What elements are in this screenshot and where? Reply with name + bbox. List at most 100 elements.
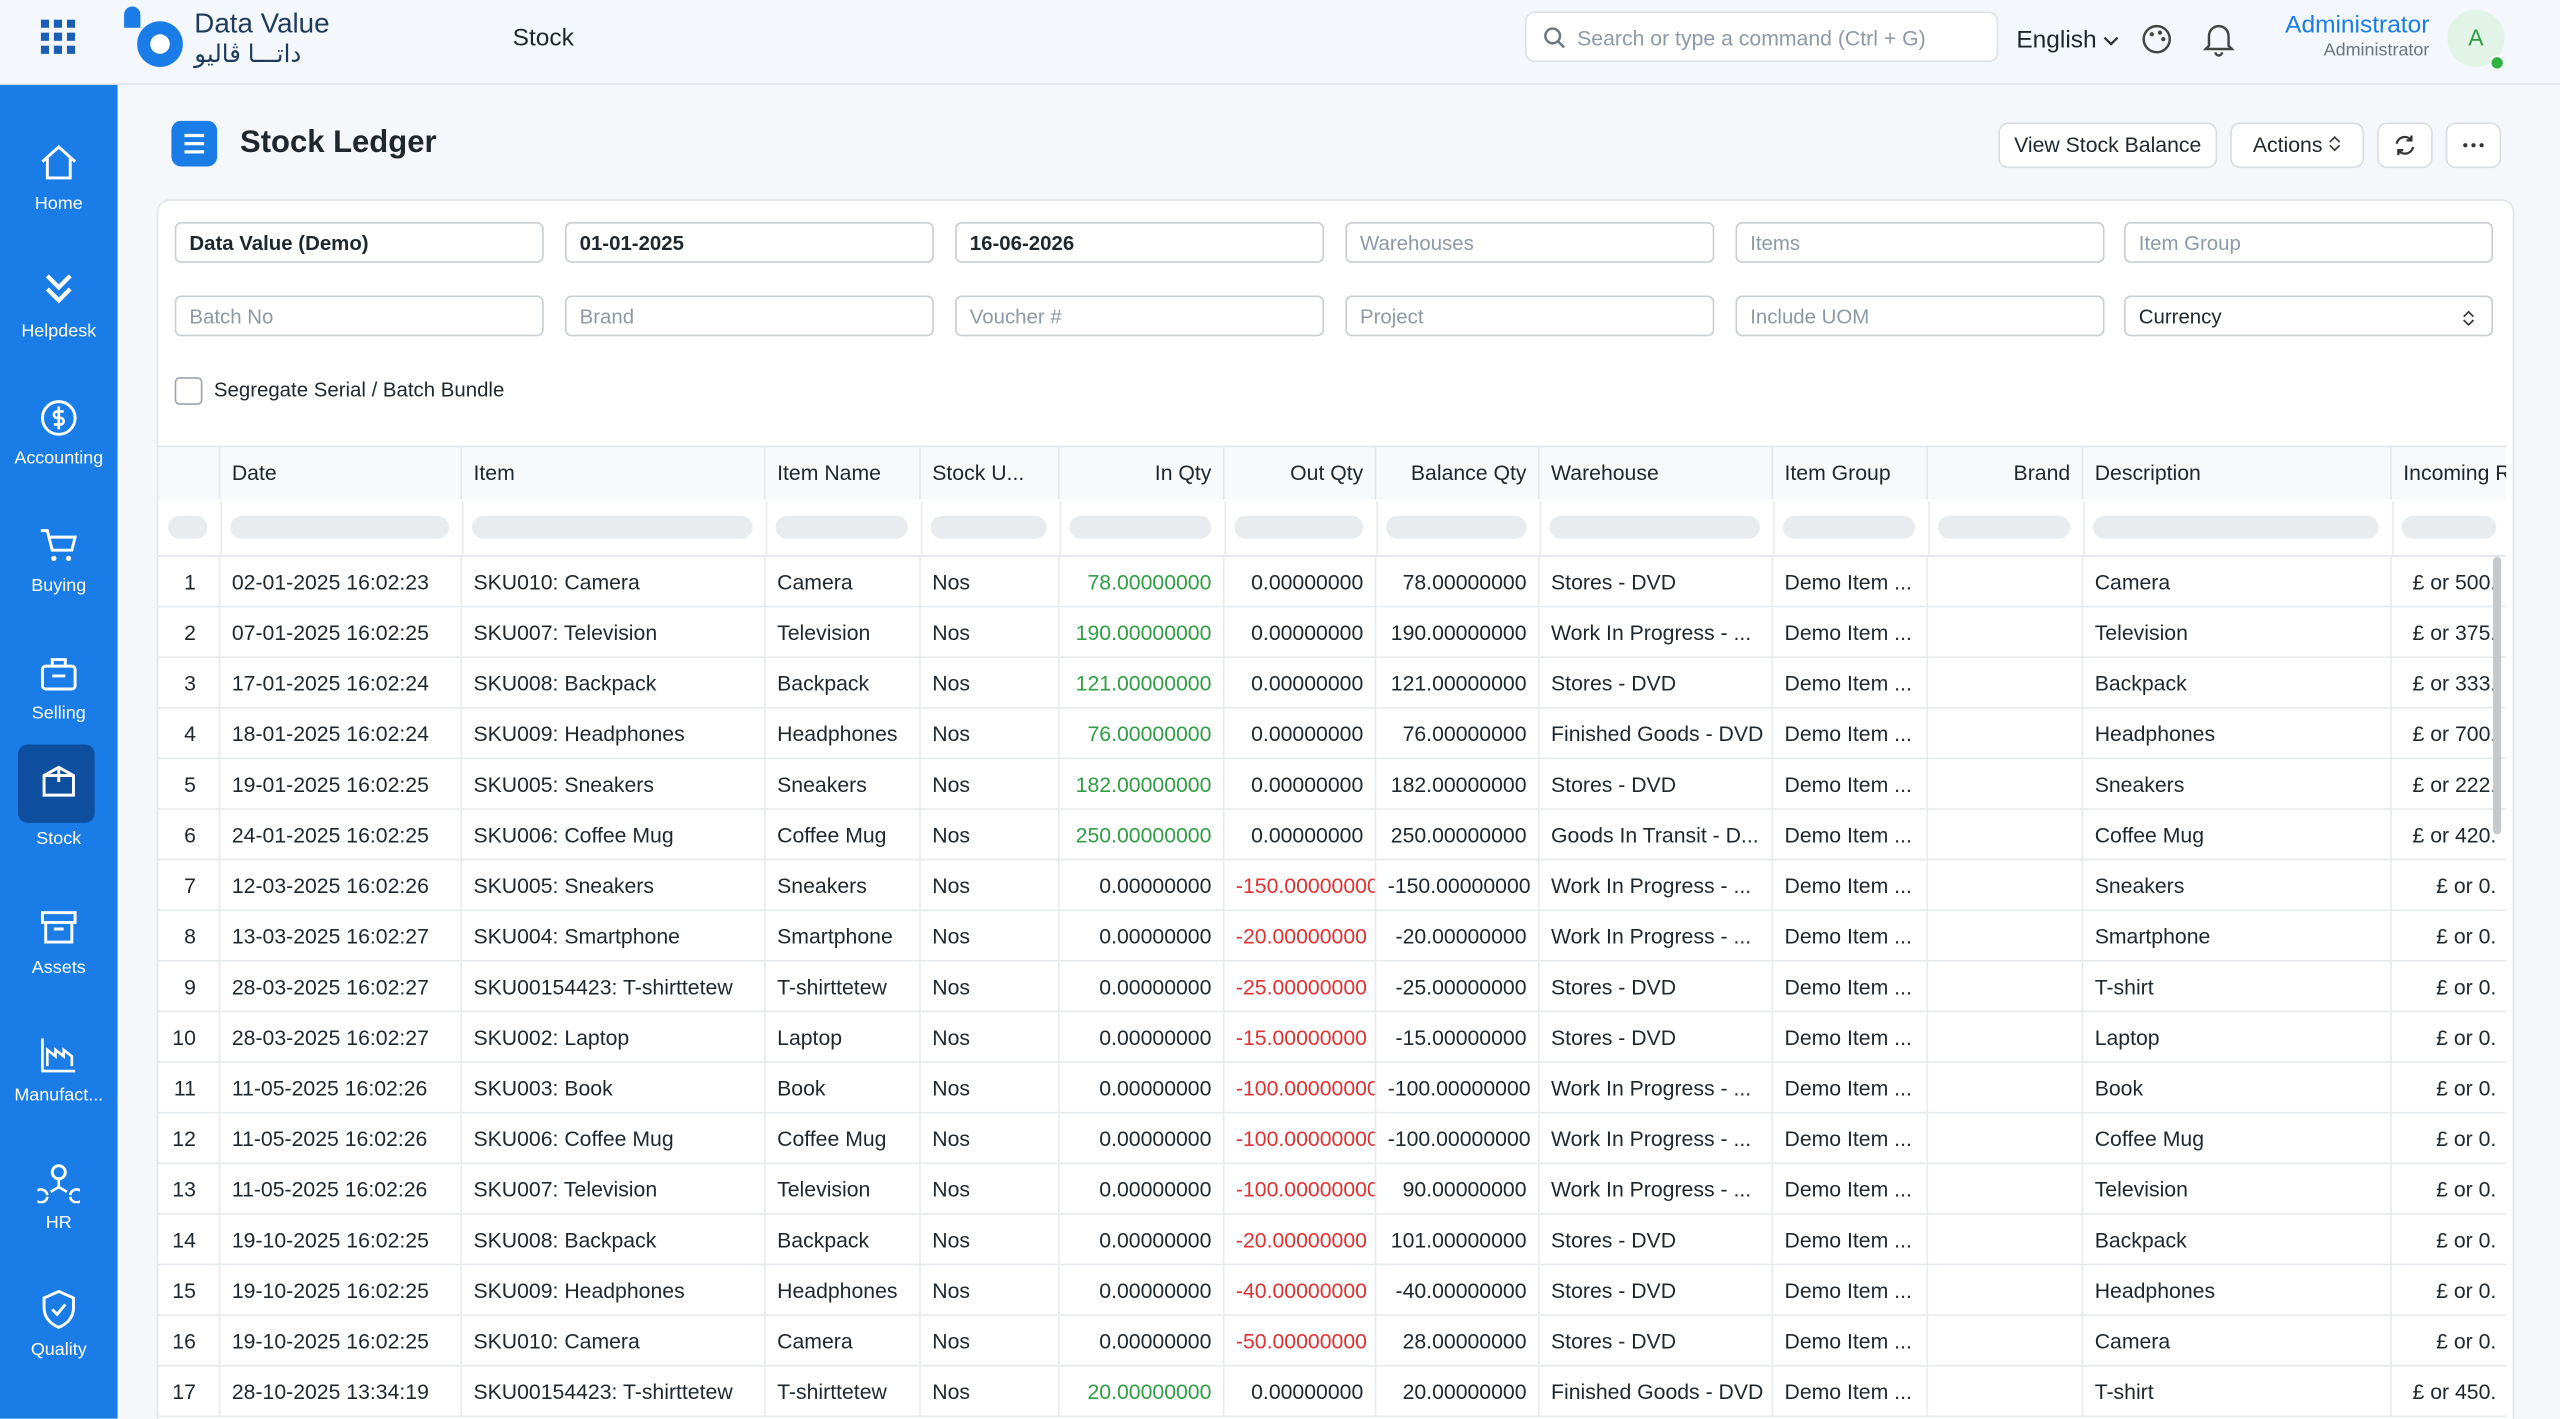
column-header[interactable]: Item Group bbox=[1773, 447, 1929, 500]
checkbox[interactable] bbox=[174, 377, 203, 405]
filter-field[interactable]: Currency bbox=[2124, 295, 2494, 337]
sidebar-item[interactable]: Manufact... bbox=[0, 1011, 118, 1132]
apps-icon[interactable] bbox=[40, 19, 77, 56]
sidebar-item[interactable]: Stock bbox=[0, 744, 118, 865]
table-cell bbox=[1928, 708, 2084, 760]
table-cell: Headphones bbox=[765, 708, 921, 760]
user-name[interactable]: Administrator bbox=[2285, 11, 2430, 40]
sidebar-item[interactable]: Helpdesk bbox=[0, 247, 118, 368]
chevron bbox=[2329, 135, 2341, 152]
filter-field[interactable]: Batch No bbox=[174, 295, 544, 337]
module-title: Stock bbox=[512, 24, 574, 53]
filter-cell[interactable] bbox=[1773, 501, 1930, 557]
table-cell: 0.00000000 bbox=[1224, 759, 1377, 810]
sidebar-item[interactable]: Home bbox=[0, 119, 118, 240]
table-cell: SKU009: Headphones bbox=[462, 1265, 766, 1316]
table-cell: 02-01-2025 16:02:23 bbox=[220, 556, 463, 608]
sidebar-item[interactable]: Quality bbox=[0, 1265, 118, 1386]
table-cell: Demo Item ... bbox=[1773, 1315, 1929, 1367]
filter-cell[interactable] bbox=[1928, 501, 2085, 557]
table-cell: Laptop bbox=[2083, 1012, 2392, 1063]
table-cell: 11-05-2025 16:02:26 bbox=[220, 1113, 463, 1165]
table-cell: T-shirttetew bbox=[765, 1366, 921, 1418]
filter-cell[interactable] bbox=[158, 501, 223, 557]
filter-cell[interactable] bbox=[1539, 501, 1775, 557]
column-header[interactable]: Item bbox=[462, 447, 766, 500]
notification-icon[interactable] bbox=[2202, 21, 2235, 57]
user-role: Administrator bbox=[2323, 40, 2430, 61]
column-header[interactable]: Description bbox=[2083, 447, 2392, 500]
filter-cell[interactable] bbox=[2083, 501, 2394, 557]
column-header[interactable]: Item Name bbox=[765, 447, 921, 500]
table-cell: SKU007: Television bbox=[462, 607, 766, 658]
filter-field[interactable]: Voucher # bbox=[955, 295, 1325, 337]
menu-toggle[interactable] bbox=[171, 120, 218, 167]
filter-cell[interactable] bbox=[220, 501, 464, 557]
filter-cell[interactable] bbox=[1059, 501, 1227, 557]
filter-input bbox=[2401, 515, 2497, 539]
search-box[interactable]: Search or type a command (Ctrl + G) bbox=[1524, 11, 1999, 63]
filter-field[interactable]: Warehouses bbox=[1345, 222, 1715, 263]
column-header[interactable]: Incoming R bbox=[2391, 447, 2507, 500]
scrollbar[interactable] bbox=[2493, 556, 2502, 835]
sidebar-item[interactable]: Accounting bbox=[0, 374, 118, 495]
sidebar: Home Helpdesk Accounting Buying Selling Stock… bbox=[0, 84, 118, 1419]
sidebar-item[interactable]: Buying bbox=[0, 501, 118, 622]
more-button[interactable] bbox=[2445, 122, 2502, 169]
filter-field[interactable]: 16-06-2026 bbox=[955, 222, 1325, 263]
table-cell: Nos bbox=[920, 809, 1060, 861]
filter-field[interactable]: Include UOM bbox=[1735, 295, 2105, 337]
table-cell: SKU003: Book bbox=[462, 1062, 766, 1114]
column-header[interactable]: Warehouse bbox=[1539, 447, 1774, 500]
table-cell: Coffee Mug bbox=[2083, 1113, 2392, 1165]
table-cell: Demo Item ... bbox=[1773, 809, 1929, 861]
column-header[interactable]: Brand bbox=[1928, 447, 2084, 500]
language-select[interactable]: English bbox=[2016, 26, 2119, 54]
filter-cell[interactable] bbox=[1224, 501, 1378, 557]
filter-input bbox=[930, 515, 1047, 539]
table-cell: -100.00000000 bbox=[1224, 1164, 1377, 1215]
sidebar-icon bbox=[42, 1289, 75, 1329]
table-cell: 28.00000000 bbox=[1376, 1315, 1540, 1367]
filter-cell[interactable] bbox=[920, 501, 1062, 557]
table-cell: 18-01-2025 16:02:24 bbox=[220, 708, 463, 760]
row-number: 17 bbox=[158, 1366, 221, 1418]
table-cell: 0.00000000 bbox=[1059, 911, 1225, 962]
column-header[interactable]: In Qty bbox=[1059, 447, 1225, 500]
table-cell: Nos bbox=[920, 607, 1060, 658]
table-cell: £ or 420. bbox=[2391, 810, 2507, 861]
column-header[interactable]: Out Qty bbox=[1224, 447, 1377, 500]
theme-icon[interactable] bbox=[2140, 23, 2173, 56]
filter-cell[interactable] bbox=[2391, 501, 2507, 557]
filter-cell[interactable] bbox=[765, 501, 923, 557]
row-number: 11 bbox=[158, 1062, 221, 1114]
table-cell: Demo Item ... bbox=[1773, 860, 1929, 912]
actions-button[interactable]: Actions bbox=[2230, 122, 2365, 169]
sidebar-item[interactable]: Assets bbox=[0, 883, 118, 1004]
table-cell: Stores - DVD bbox=[1539, 1214, 1774, 1266]
column-header[interactable]: Date bbox=[220, 447, 463, 500]
filter-field[interactable]: Project bbox=[1345, 295, 1715, 337]
filter-field[interactable]: 01-01-2025 bbox=[564, 222, 934, 263]
sidebar-item[interactable]: HR bbox=[0, 1138, 118, 1259]
table-cell: Nos bbox=[920, 1366, 1060, 1418]
filter-field[interactable]: Data Value (Demo) bbox=[174, 222, 544, 263]
sidebar-item[interactable]: Selling bbox=[0, 629, 118, 750]
table-cell: 19-01-2025 16:02:25 bbox=[220, 759, 463, 810]
filter-cell[interactable] bbox=[462, 501, 768, 557]
filter-cell[interactable] bbox=[1376, 501, 1542, 557]
column-header[interactable]: Balance Qty bbox=[1376, 447, 1540, 500]
filter-field[interactable]: Items bbox=[1735, 222, 2105, 263]
column-header[interactable]: Stock U... bbox=[920, 447, 1060, 500]
filter-field[interactable]: Brand bbox=[564, 295, 934, 337]
table-cell: Nos bbox=[920, 1164, 1060, 1215]
table-cell: Television bbox=[765, 607, 921, 658]
table-cell: Stores - DVD bbox=[1539, 1265, 1774, 1316]
view-stock-balance-button[interactable]: View Stock Balance bbox=[1998, 122, 2218, 169]
table-cell: £ or 0. bbox=[2391, 1063, 2507, 1114]
filter-field[interactable]: Item Group bbox=[2124, 222, 2494, 263]
table-cell: Demo Item ... bbox=[1773, 708, 1929, 760]
table-cell: Nos bbox=[920, 1062, 1060, 1114]
refresh-button[interactable] bbox=[2377, 122, 2433, 169]
filter-input bbox=[775, 515, 908, 539]
